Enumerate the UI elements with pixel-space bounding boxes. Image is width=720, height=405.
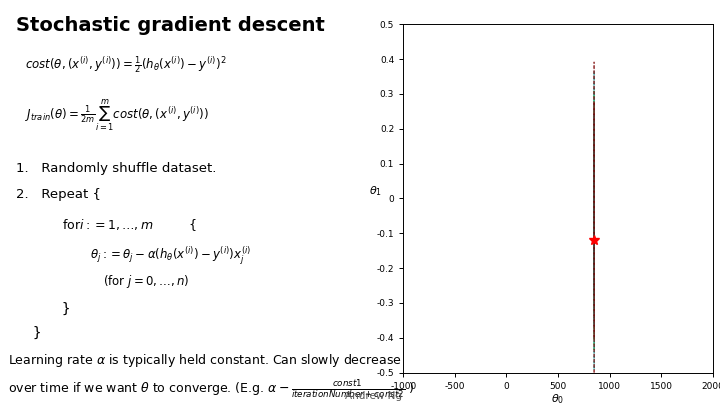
Text: over time if we want $\theta$ to converge. (E.g. $\alpha - \frac{const1}{iterati: over time if we want $\theta$ to converg… [8,379,415,401]
Text: (for $j = 0, \ldots, n$): (for $j = 0, \ldots, n$) [102,273,189,290]
Text: }: } [61,302,70,316]
Text: Stochastic gradient descent: Stochastic gradient descent [17,16,325,35]
Text: Andrew Ng: Andrew Ng [345,391,402,401]
Y-axis label: $\theta_1$: $\theta_1$ [369,185,382,198]
Text: Learning rate $\alpha$ is typically held constant. Can slowly decrease $\alpha$: Learning rate $\alpha$ is typically held… [8,352,415,369]
Text: 2.   Repeat {: 2. Repeat { [17,188,102,201]
Text: $cost(\theta, (x^{(i)}, y^{(i)})) = \frac{1}{2}(h_\theta(x^{(i)}) - y^{(i)})^2$: $cost(\theta, (x^{(i)}, y^{(i)})) = \fra… [24,55,226,76]
Text: }: } [33,326,41,340]
X-axis label: $\theta_0$: $\theta_0$ [552,392,564,405]
Text: for$i := 1, \ldots, m$         {: for$i := 1, \ldots, m$ { [61,217,197,232]
Text: 1.   Randomly shuffle dataset.: 1. Randomly shuffle dataset. [17,162,217,175]
Text: $\theta_j := \theta_j - \alpha(h_\theta(x^{(i)}) - y^{(i)})x_j^{(i)}$: $\theta_j := \theta_j - \alpha(h_\theta(… [90,245,251,267]
Text: $J_{train}(\theta) = \frac{1}{2m} \sum_{i=1}^{m} cost(\theta, (x^{(i)}, y^{(i)}): $J_{train}(\theta) = \frac{1}{2m} \sum_{… [24,97,209,133]
